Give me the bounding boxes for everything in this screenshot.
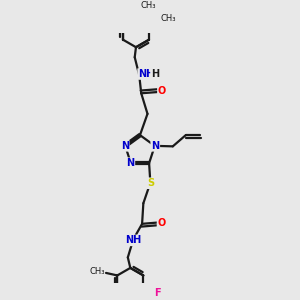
Text: S: S [147,178,154,188]
Text: CH₃: CH₃ [160,14,176,23]
Text: NH: NH [138,69,154,79]
Text: N: N [121,141,129,151]
Text: F: F [154,288,161,298]
Text: NH: NH [125,236,141,245]
Text: N: N [126,158,134,168]
Text: O: O [158,218,166,228]
Text: CH₃: CH₃ [141,1,157,10]
Text: N: N [151,141,159,151]
Text: CH₃: CH₃ [89,267,104,276]
Text: O: O [158,85,166,95]
Text: H: H [151,69,159,79]
